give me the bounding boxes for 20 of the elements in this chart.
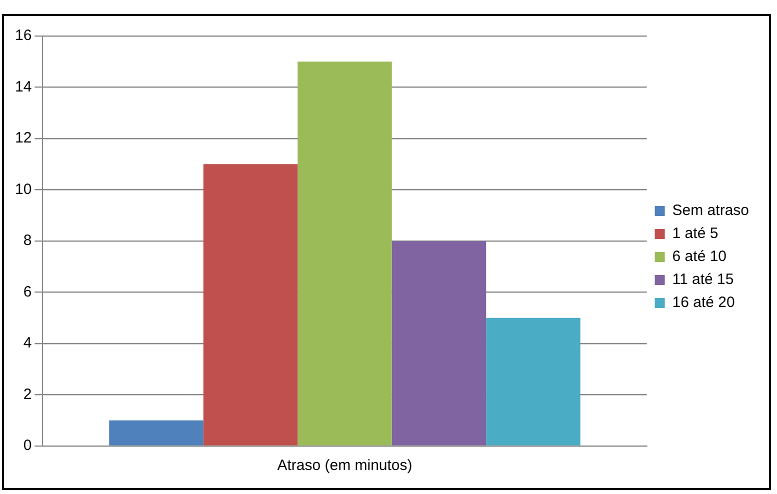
legend-label: 11 até 15 [672,271,734,288]
bar [203,164,298,446]
y-tick-label: 14 [14,78,32,96]
bar [486,318,580,446]
y-tick-label: 8 [23,232,32,250]
x-tick-label: Atraso (em minutos) [277,457,412,474]
bar [392,241,486,446]
y-tick-label: 6 [23,283,32,300]
bar [109,420,204,446]
y-tick-label: 4 [23,334,32,352]
y-tick-label: 16 [14,27,32,44]
y-tick-label: 10 [14,180,32,198]
y-tick-label: 2 [23,386,32,403]
y-tick-label: 0 [23,437,32,454]
bar [298,62,392,446]
legend-label: Sem atraso [672,202,750,220]
y-tick-label: 12 [14,130,32,147]
legend-label: 1 até 5 [672,225,718,242]
legend-label: 6 até 10 [672,248,727,266]
legend-label: 16 até 20 [672,294,735,312]
